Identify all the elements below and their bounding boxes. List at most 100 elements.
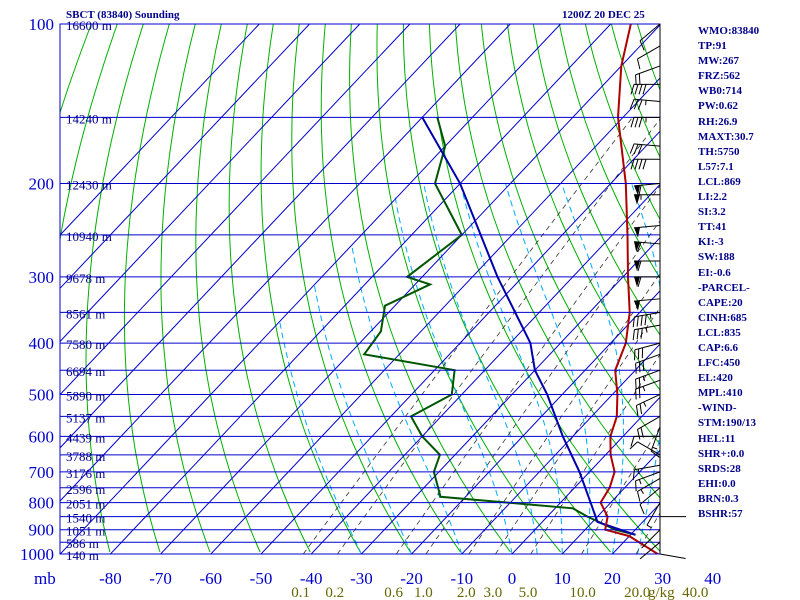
wind-barb [634, 342, 661, 361]
index-value: CAP:6.6 [698, 341, 739, 354]
pressure-tick-label: 600 [29, 427, 55, 446]
index-value: BSHR:57 [698, 508, 743, 520]
dry-adiabat [402, 24, 611, 553]
isotherm [260, 130, 660, 554]
isotherm [511, 396, 660, 554]
mixing-ratio-label: 0.1 [291, 585, 310, 600]
pressure-tick-label: 500 [29, 385, 55, 404]
index-value: MAXT:30.7 [698, 130, 754, 143]
index-value: STM:190/13 [698, 417, 757, 430]
dry-adiabat [160, 24, 211, 553]
mixing-ratio-line [425, 220, 660, 554]
index-value: EHI:0.0 [698, 477, 736, 490]
index-value: EL:420 [698, 372, 733, 385]
wind-barb [646, 502, 661, 529]
isotherm [310, 183, 660, 554]
wind-barb [639, 487, 661, 515]
pressure-tick-label: 300 [29, 268, 55, 287]
dry-adiabat [428, 24, 660, 552]
index-value: HEL:11 [698, 432, 736, 445]
height-label: 14240 m [66, 111, 112, 126]
height-label: 2596 m [66, 482, 105, 497]
wind-barb [634, 260, 660, 272]
wind-barb [634, 183, 661, 196]
height-label: 3788 m [66, 449, 105, 464]
wind-barb [636, 45, 661, 70]
mixing-ratio-label: 0.6 [384, 585, 403, 600]
mixing-ratio-label: 2.0 [457, 585, 476, 600]
plot-area [60, 24, 660, 554]
isotherm [60, 24, 361, 343]
wind-barb [659, 553, 686, 560]
mixing-ratio-label: g/kg [648, 585, 675, 600]
pressure-axis-label: mb [34, 569, 56, 588]
wind-barb [634, 276, 660, 288]
height-label: 1540 m [66, 511, 105, 526]
wind-barb [632, 324, 661, 341]
wind-barb [630, 83, 660, 95]
temperature-tick-label: 10 [554, 569, 571, 588]
wind-barb [629, 441, 661, 456]
index-value: LI:2.2 [698, 191, 728, 204]
dry-adiabat [584, 24, 660, 221]
index-value: FRZ:562 [698, 70, 741, 83]
isotherm [60, 24, 411, 396]
mixing-ratio-label: 1.0 [414, 585, 433, 600]
isotherm [60, 24, 461, 449]
wind-barb [632, 311, 661, 328]
index-value: MPL:410 [698, 387, 743, 400]
pressure-tick-label: 800 [29, 494, 55, 513]
isotherm [461, 343, 660, 554]
wind-barb [629, 143, 661, 155]
index-value: TP:91 [698, 40, 727, 53]
isotherm [60, 24, 260, 236]
height-label: 7580 m [66, 337, 105, 352]
moist-adiabat [313, 284, 413, 554]
wind-barb [636, 477, 661, 502]
height-label: 5137 m [66, 410, 105, 425]
isotherm [159, 24, 660, 554]
temperature-tick-label: 0 [508, 569, 517, 588]
height-label: 4439 m [66, 430, 105, 445]
dry-adiabat [260, 24, 361, 553]
dry-adiabat [85, 24, 144, 553]
temperature-tick-label: 40 [704, 569, 721, 588]
moist-adiabat [631, 183, 660, 554]
temperature-tick-label: -70 [149, 569, 172, 588]
temperature-tick-label: -30 [350, 569, 373, 588]
temperature-tick-label: 30 [654, 569, 671, 588]
pressure-tick-label: 100 [29, 15, 55, 34]
isotherm [109, 24, 612, 554]
wind-barb [634, 298, 661, 311]
height-label: 1051 m [66, 524, 105, 539]
wind-barb [635, 471, 661, 492]
mixing-ratio-label: 5.0 [519, 585, 538, 600]
isotherm [561, 449, 660, 554]
isotherm [60, 24, 310, 290]
wind-barb [635, 369, 661, 390]
mixing-ratio-line [635, 512, 660, 554]
index-value: EI:-0.6 [698, 266, 731, 279]
wind-barb [630, 116, 660, 128]
dry-adiabat [349, 24, 511, 553]
isotherm [360, 236, 660, 554]
wind-barb [639, 541, 661, 560]
pressure-tick-label: 200 [29, 175, 55, 194]
mixing-ratio-line [395, 185, 660, 554]
mixing-ratio-line [468, 273, 660, 554]
index-value: TH:5750 [698, 145, 740, 158]
index-value: SI:3.2 [698, 206, 726, 219]
index-value: LFC:450 [698, 357, 741, 370]
height-label: 12430 m [66, 178, 112, 193]
moist-adiabat [394, 194, 513, 554]
index-value: SW:188 [698, 251, 735, 264]
index-value: BRN:0.3 [698, 492, 739, 505]
dry-adiabat [506, 24, 660, 391]
wind-barb [635, 394, 661, 416]
temperature-tick-label: -60 [199, 569, 222, 588]
moist-adiabat [505, 183, 591, 554]
dry-adiabat [228, 24, 311, 553]
isotherm [60, 24, 511, 502]
mixing-ratio-label: 40.0 [682, 585, 708, 600]
wind-barb [634, 225, 661, 238]
